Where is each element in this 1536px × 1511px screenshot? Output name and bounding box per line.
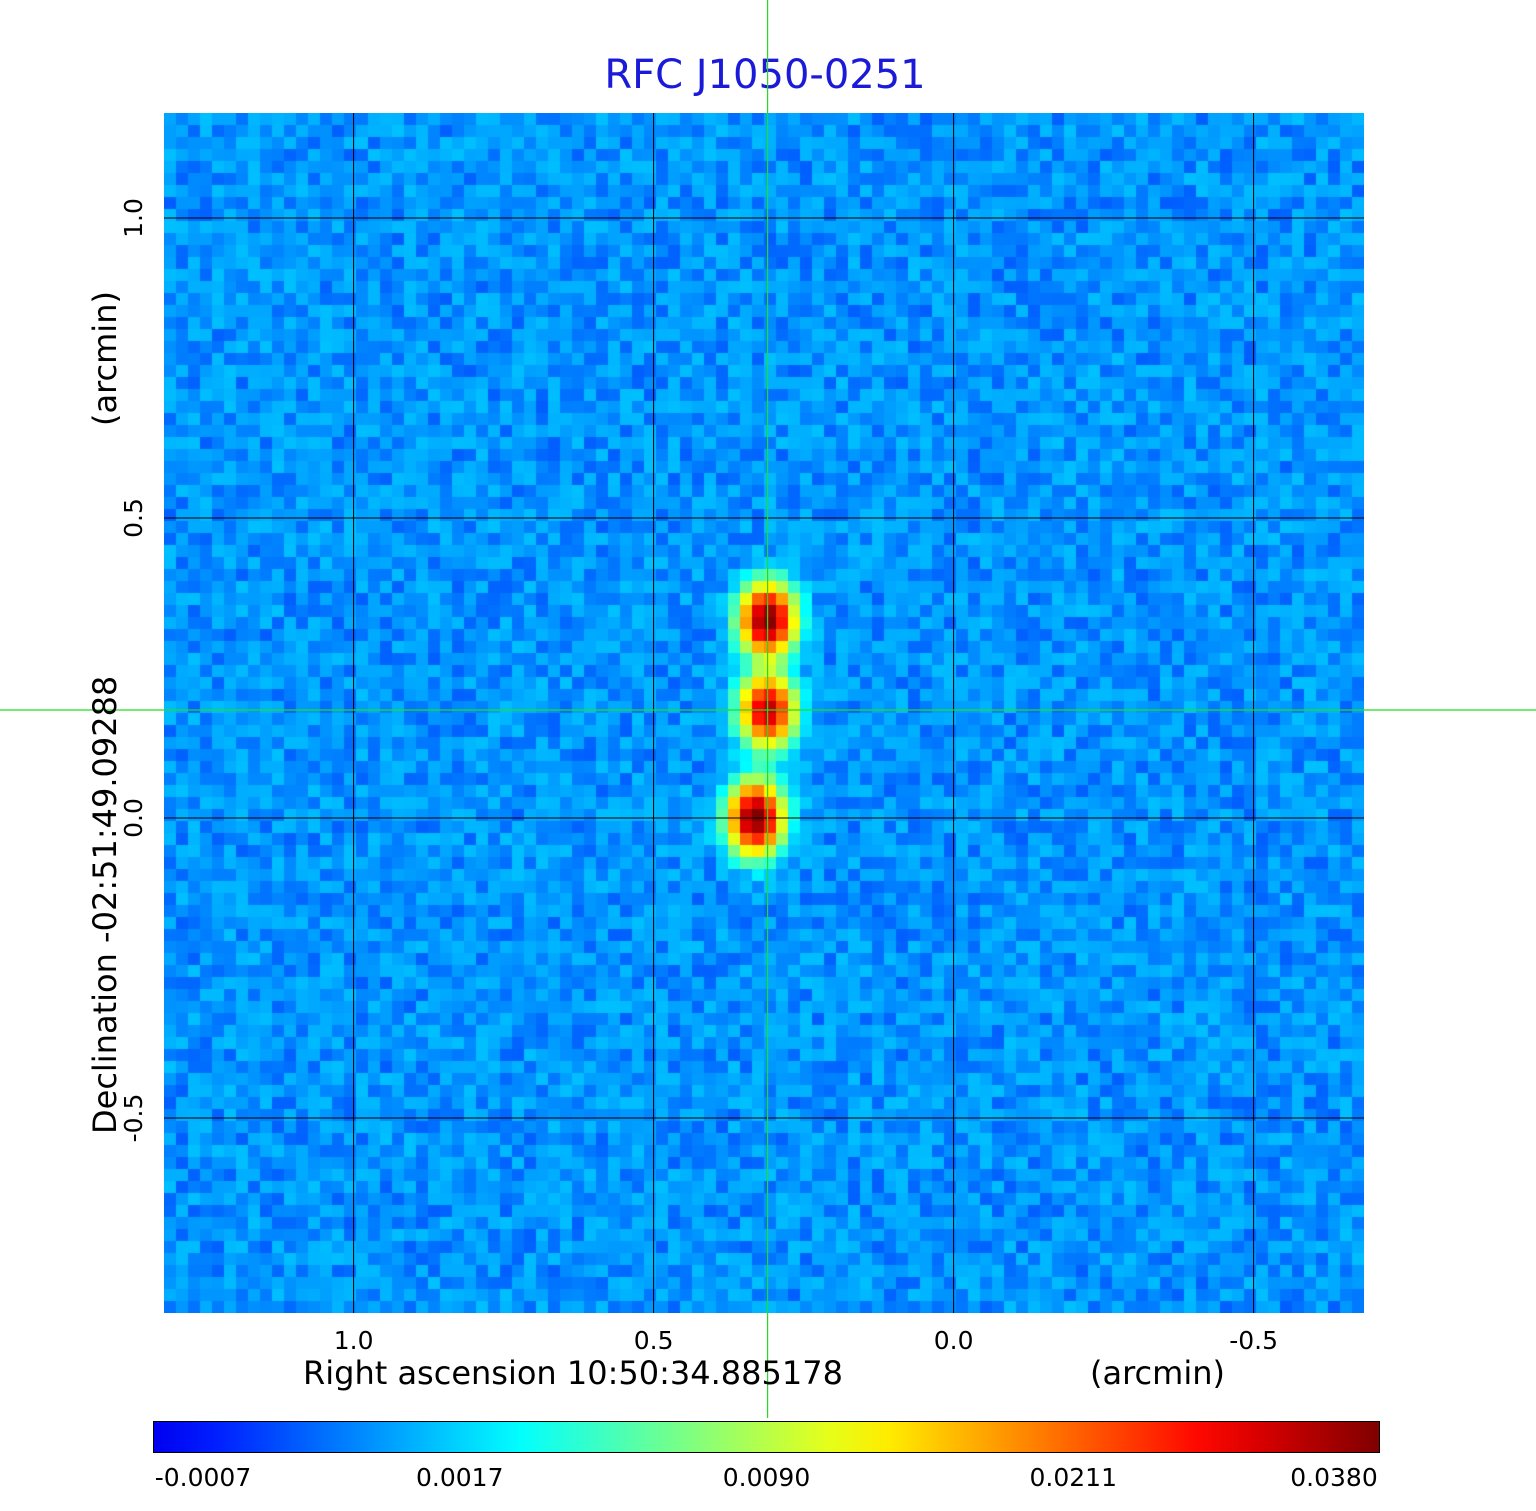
colorbar-label: 0.0211: [1029, 1463, 1117, 1492]
colorbar-label: -0.0007: [154, 1463, 252, 1492]
colorbar-label: 0.0017: [416, 1463, 504, 1492]
image-plot-area[interactable]: [164, 113, 1364, 1313]
y-tick-label: 1.0: [119, 198, 148, 238]
x-axis-label: Right ascension 10:50:34.885178: [303, 1354, 843, 1392]
y-tick-label: 0.5: [119, 498, 148, 538]
colorbar: [153, 1421, 1380, 1453]
x-tick-label: 0.0: [933, 1326, 974, 1355]
x-tick-label: -0.5: [1229, 1326, 1278, 1355]
x-axis-unit: (arcmin): [1090, 1354, 1225, 1392]
colorbar-label: 0.0380: [1290, 1463, 1378, 1492]
chart-title: RFC J1050-0251: [604, 52, 926, 98]
radio-intensity-image: [164, 113, 1364, 1313]
y-axis-label: Declination -02:51:49.09288: [86, 675, 124, 1134]
x-tick-label: 0.5: [633, 1326, 674, 1355]
x-tick-label: 1.0: [333, 1326, 374, 1355]
y-axis-unit: (arcmin): [86, 291, 124, 426]
colorbar-label: 0.0090: [722, 1463, 811, 1492]
